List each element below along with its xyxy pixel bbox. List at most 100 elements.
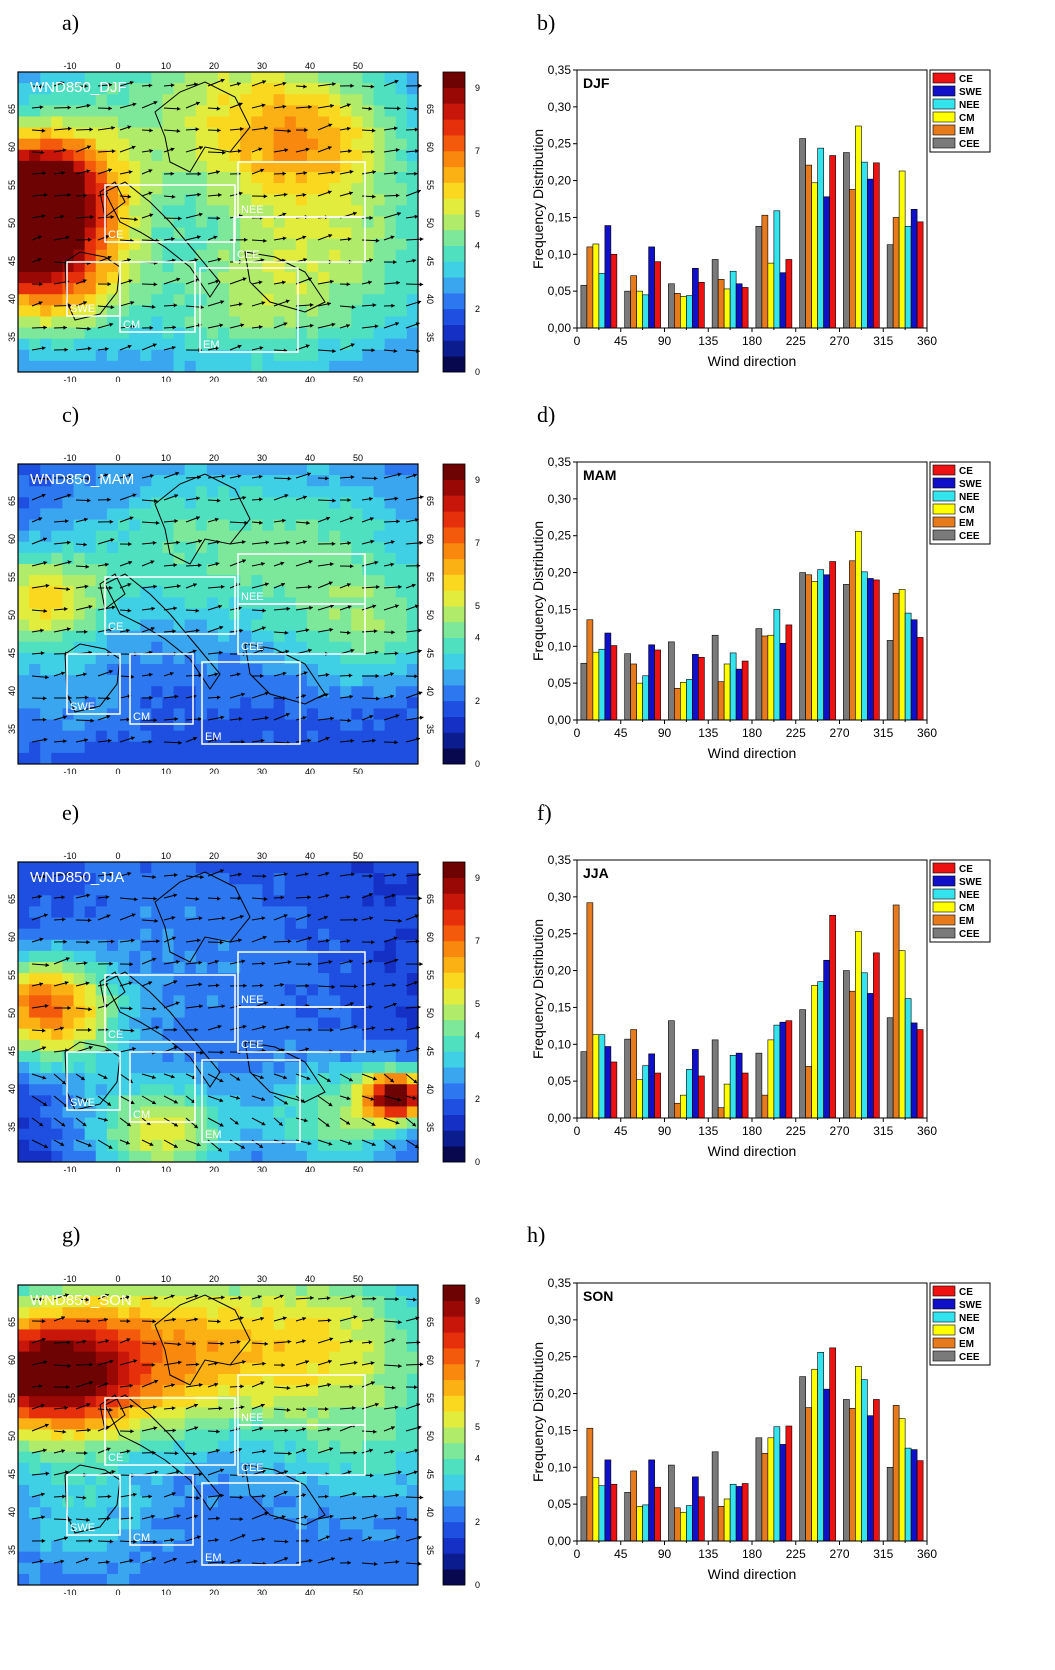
wind-speed-cell <box>162 1285 175 1297</box>
wind-speed-cell <box>229 1106 241 1119</box>
wind-vector-head <box>332 82 336 87</box>
wind-speed-cell <box>362 619 375 632</box>
wind-speed-cell <box>318 1062 330 1074</box>
wind-speed-cell <box>373 294 386 306</box>
wind-speed-cell <box>84 730 97 743</box>
wind-speed-cell <box>18 105 30 117</box>
wind-vector-head <box>330 279 334 284</box>
wind-speed-cell <box>384 906 397 919</box>
wind-speed-cell <box>95 686 108 698</box>
wind-speed-cell <box>140 83 152 95</box>
wind-speed-cell <box>284 475 297 487</box>
wind-speed-cell <box>73 116 86 129</box>
wind-speed-cell <box>173 149 186 162</box>
wind-speed-cell <box>351 597 363 609</box>
wind-speed-cell <box>151 1540 163 1553</box>
wind-speed-cell <box>84 272 97 284</box>
colorbar-segment <box>443 653 465 670</box>
wind-speed-cell <box>18 1551 30 1564</box>
wind-speed-cell <box>306 305 319 317</box>
wind-speed-cell <box>140 906 152 919</box>
wind-speed-cell <box>140 194 152 206</box>
wind-speed-cell <box>118 906 130 919</box>
wind-speed-cell <box>95 94 108 106</box>
wind-speed-cell <box>251 105 263 117</box>
wind-speed-cell <box>284 519 297 532</box>
wind-speed-cell <box>206 172 219 184</box>
wind-speed-cell <box>229 349 241 362</box>
wind-speed-cell <box>162 1062 175 1074</box>
wind-speed-cell <box>118 1440 130 1453</box>
wind-speed-cell <box>40 1296 52 1308</box>
wind-speed-cell <box>62 962 75 974</box>
wind-speed-cell <box>373 928 386 941</box>
wind-speed-cell <box>395 249 408 262</box>
wind-speed-cell <box>129 597 141 609</box>
wind-speed-cell <box>195 873 208 885</box>
wind-speed-cell <box>351 1039 363 1052</box>
wind-speed-cell <box>329 1117 341 1130</box>
wind-speed-cell <box>395 1128 408 1141</box>
wind-speed-cell <box>18 741 30 754</box>
wind-speed-cell <box>29 675 41 687</box>
wind-speed-cell <box>195 1440 208 1453</box>
wind-speed-cell <box>373 497 386 509</box>
wind-speed-cell <box>51 294 63 306</box>
wind-speed-cell <box>284 1128 297 1141</box>
wind-vector-head <box>372 738 376 743</box>
wind-speed-cell <box>62 1296 75 1308</box>
wind-speed-cell <box>340 83 352 95</box>
wind-speed-cell <box>251 873 263 885</box>
wind-speed-cell <box>295 664 308 676</box>
wind-speed-cell <box>295 349 308 362</box>
wind-speed-cell <box>151 586 163 598</box>
wind-speed-cell <box>62 486 75 498</box>
wind-speed-cell <box>306 1006 319 1019</box>
wind-speed-cell <box>318 475 330 487</box>
wind-speed-cell <box>406 519 419 532</box>
wind-speed-cell <box>318 984 330 996</box>
wind-speed-cell <box>18 973 30 985</box>
wind-speed-cell <box>106 1551 119 1564</box>
wind-speed-cell <box>218 664 230 676</box>
wind-vector-head <box>198 212 203 217</box>
wind-speed-cell <box>351 305 363 317</box>
wind-speed-cell <box>84 1318 97 1330</box>
wind-speed-cell <box>395 216 408 229</box>
wind-speed-cell <box>18 1006 30 1019</box>
wind-speed-cell <box>351 906 363 919</box>
wind-speed-cell <box>273 1095 286 1107</box>
wind-speed-cell <box>51 1318 63 1330</box>
wind-speed-cell <box>273 305 286 317</box>
region-box-em <box>201 661 301 745</box>
wind-speed-cell <box>251 149 263 162</box>
lon-tick-bottom: 40 <box>305 767 315 774</box>
wind-speed-cell <box>351 664 363 676</box>
wind-vector-head <box>170 1074 175 1079</box>
wind-speed-cell <box>73 1496 86 1508</box>
wind-vector-head <box>64 607 68 612</box>
lon-tick-top: 40 <box>305 61 315 71</box>
wind-speed-cell <box>51 305 63 317</box>
wind-speed-cell <box>51 917 63 930</box>
wind-speed-cell <box>18 1084 30 1096</box>
wind-speed-cell <box>184 608 197 621</box>
wind-speed-cell <box>262 1128 275 1141</box>
wind-speed-cell <box>95 1373 108 1386</box>
wind-speed-cell <box>118 708 130 721</box>
wind-speed-cell <box>118 183 130 195</box>
wind-vector-head <box>396 1048 400 1053</box>
wind-vector-head <box>129 1006 133 1011</box>
wind-speed-cell <box>229 884 241 896</box>
wind-speed-cell <box>62 94 75 106</box>
wind-speed-cell <box>329 552 341 565</box>
wind-speed-cell <box>329 630 341 643</box>
wind-vector-head <box>60 214 65 219</box>
wind-speed-cell <box>162 294 175 306</box>
wind-vector-head <box>261 1121 266 1126</box>
wind-speed-cell <box>73 1039 86 1052</box>
wind-speed-cell <box>395 697 408 709</box>
wind-speed-cell <box>162 1407 175 1419</box>
wind-vector-head <box>86 893 91 898</box>
wind-vector-head <box>371 982 376 987</box>
